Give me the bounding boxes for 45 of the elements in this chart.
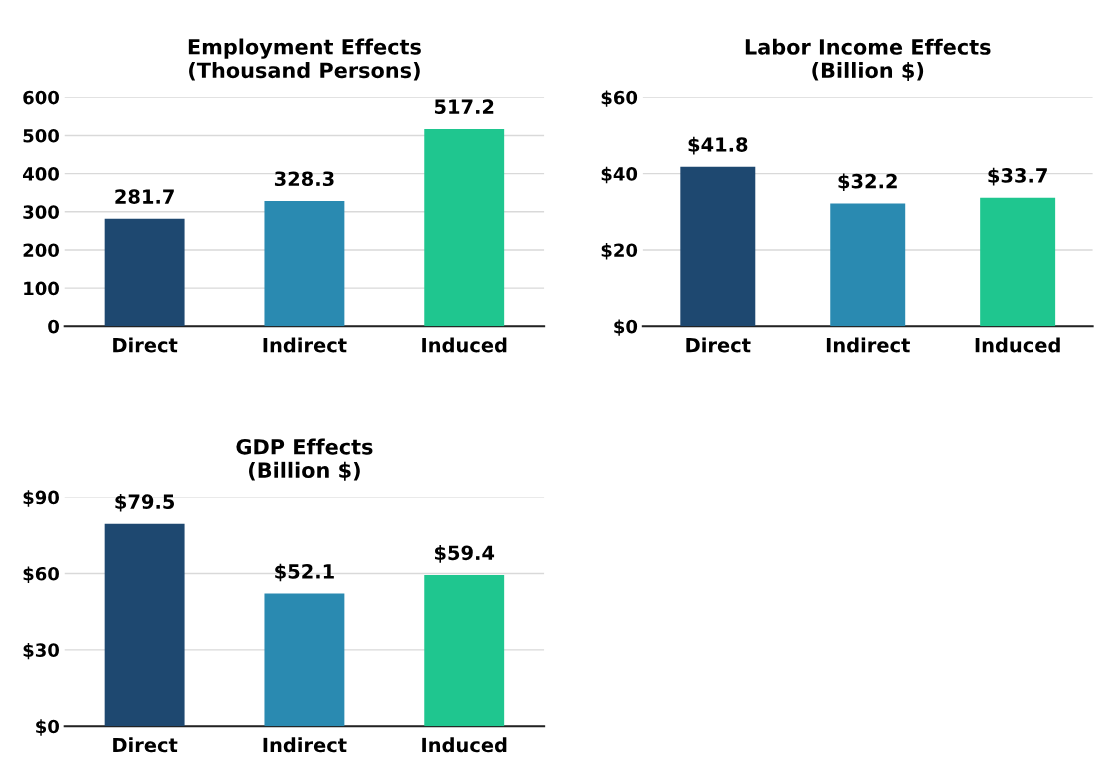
y-tick-label: $20 xyxy=(601,243,638,260)
y-tick-label: 0 xyxy=(48,319,59,334)
data-label: $33.7 xyxy=(988,167,1047,186)
x-tick-label: Induced xyxy=(422,737,507,753)
bar xyxy=(104,218,185,327)
y-tick-label: 300 xyxy=(23,205,59,219)
data-label: $59.4 xyxy=(434,545,495,563)
data-label: $79.5 xyxy=(115,493,175,512)
data-label: 328.3 xyxy=(274,171,334,187)
data-label: 281.7 xyxy=(115,189,174,204)
x-tick-label: Direct xyxy=(686,337,751,353)
x-tick-label: Induced xyxy=(975,337,1060,353)
bar xyxy=(830,203,906,327)
y-tick-label: $60 xyxy=(23,566,59,583)
bar xyxy=(264,593,345,727)
x-tick-label: Indirect xyxy=(263,737,347,753)
data-label: $32.2 xyxy=(838,173,897,192)
y-tick-label: 500 xyxy=(23,128,59,143)
data-label: $41.8 xyxy=(688,136,748,155)
chart-title: Labor Income Effects (Billion $) xyxy=(745,38,991,81)
bar xyxy=(104,523,185,727)
bar xyxy=(980,197,1056,327)
y-tick-label: 100 xyxy=(24,281,59,296)
bar xyxy=(424,128,505,327)
x-tick-label: Indirect xyxy=(826,337,910,353)
y-tick-label: $0 xyxy=(36,719,59,736)
x-tick-label: Direct xyxy=(113,337,178,353)
y-tick-label: 200 xyxy=(23,243,59,258)
chart-title: Employment Effects (Thousand Persons) xyxy=(188,38,421,81)
data-label: 517.2 xyxy=(434,99,494,115)
x-tick-label: Direct xyxy=(113,737,178,753)
y-tick-label: $60 xyxy=(601,90,638,107)
bar xyxy=(264,201,345,327)
x-tick-label: Induced xyxy=(422,337,507,353)
bar xyxy=(680,166,756,327)
y-tick-label: $40 xyxy=(601,166,638,184)
y-tick-label: $90 xyxy=(23,490,59,507)
chart-title: GDP Effects (Billion $) xyxy=(236,438,373,481)
y-tick-label: $0 xyxy=(614,319,638,336)
bar xyxy=(424,575,505,727)
data-label: $52.1 xyxy=(275,563,334,582)
y-tick-label: 400 xyxy=(22,167,59,181)
x-tick-label: Indirect xyxy=(263,337,347,353)
y-tick-label: $30 xyxy=(23,642,59,660)
y-tick-label: 600 xyxy=(23,90,59,105)
